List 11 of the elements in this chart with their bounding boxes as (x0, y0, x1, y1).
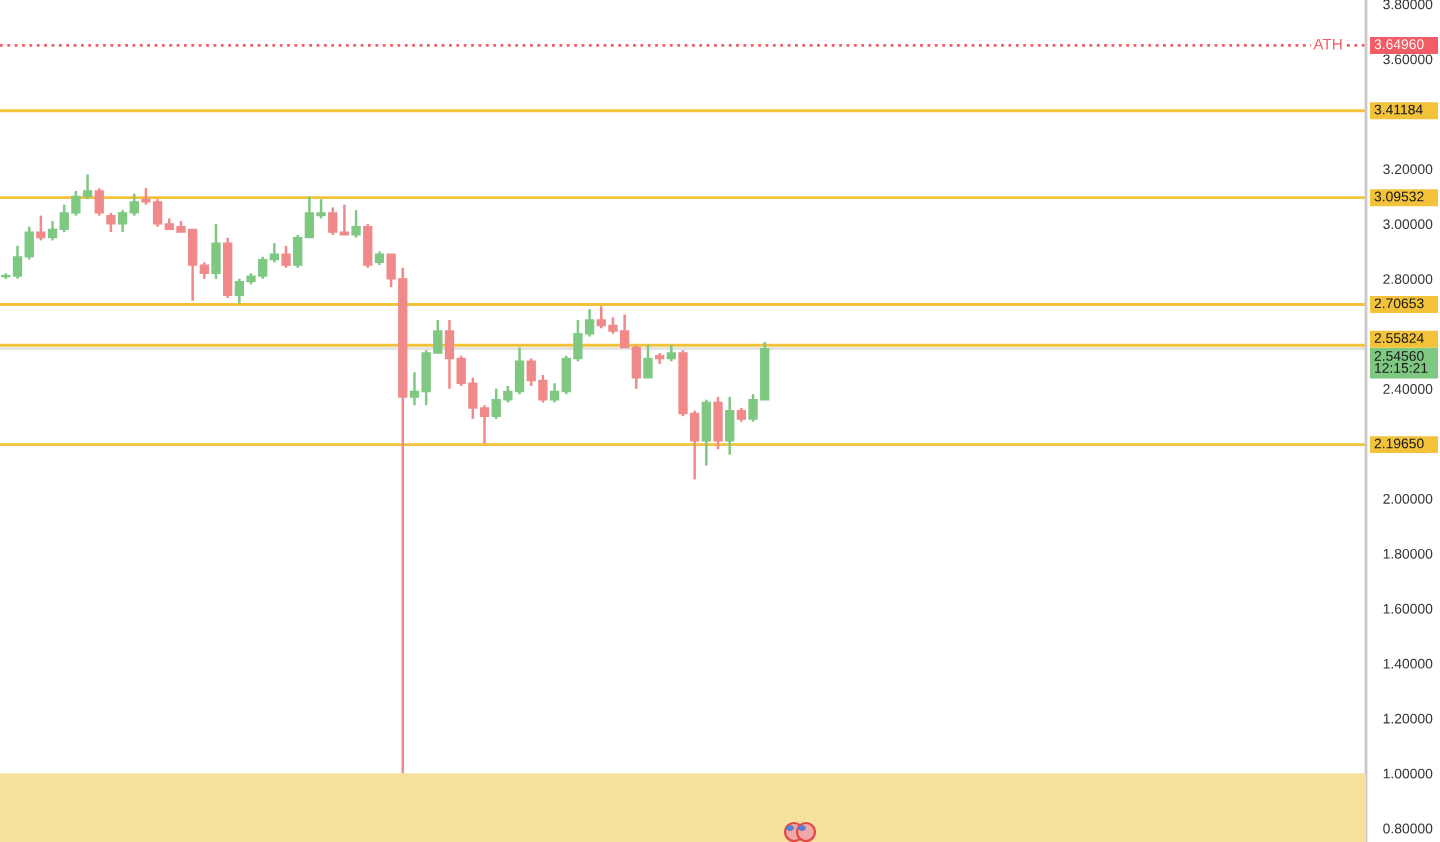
candlestick (211, 222, 221, 281)
candlestick (643, 343, 653, 379)
candlestick (701, 398, 712, 467)
candlestick (725, 395, 735, 456)
candlestick (94, 186, 104, 217)
candlestick (363, 222, 373, 270)
candlestick (106, 211, 116, 234)
candlestick (281, 244, 291, 270)
candlestick (36, 214, 46, 242)
candlestick (713, 395, 723, 451)
candlestick (351, 208, 361, 239)
